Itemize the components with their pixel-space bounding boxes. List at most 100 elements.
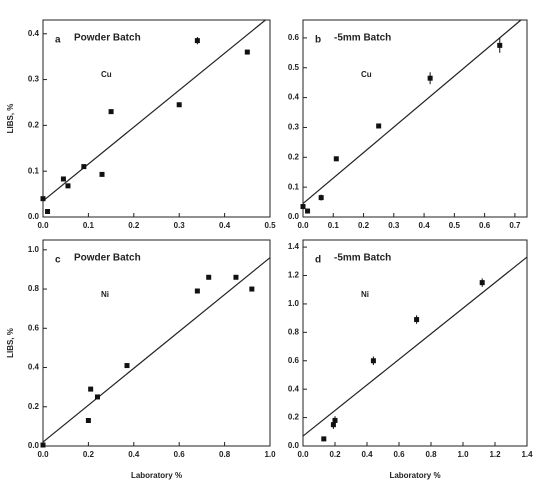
y-tick-label: 0.0: [28, 441, 40, 450]
y-tick-label: 1.4: [288, 242, 300, 251]
x-tick-label: 0.8: [425, 450, 437, 459]
y-tick-label: 0.6: [288, 356, 300, 365]
y-axis-label: LIBS, %: [6, 104, 15, 134]
data-point: [300, 204, 306, 210]
y-axis-label: LIBS, %: [6, 328, 15, 358]
x-tick-label: 0.0: [37, 450, 49, 459]
y-tick-label: 1.0: [288, 299, 300, 308]
y-tick-label: 0.4: [288, 384, 300, 393]
plot-frame: [42, 19, 271, 218]
x-tick-label: 0.6: [479, 221, 491, 230]
fit-line: [302, 19, 522, 205]
panel-title: Powder Batch: [74, 253, 141, 264]
y-tick-label: 1.2: [288, 271, 300, 280]
data-point: [94, 394, 100, 400]
element-label: Cu: [101, 70, 112, 79]
x-axis-label: Laboratory %: [389, 471, 440, 480]
x-tick-label: 0.6: [393, 450, 405, 459]
data-point: [194, 38, 200, 44]
y-tick-label: 0.2: [28, 120, 40, 129]
x-tick-label: 0.4: [219, 221, 231, 230]
data-point: [249, 286, 255, 292]
data-point: [305, 208, 311, 214]
x-tick-label: 0.2: [128, 221, 140, 230]
y-tick-label: 0.1: [28, 166, 40, 175]
data-point: [60, 176, 66, 182]
x-tick-label: 1.0: [264, 450, 276, 459]
y-tick-label: 0.4: [28, 29, 40, 38]
x-tick-label: 0.3: [174, 221, 186, 230]
data-point: [85, 417, 91, 423]
data-point: [40, 196, 46, 202]
x-axis-label: Laboratory %: [131, 471, 182, 480]
data-point: [370, 358, 376, 364]
y-tick-label: 0.8: [288, 327, 300, 336]
plot-frame: [302, 239, 528, 447]
data-point: [65, 183, 71, 189]
x-tick-label: 0.2: [358, 221, 370, 230]
x-tick-label: 0.2: [329, 450, 341, 459]
x-tick-label: 0.7: [509, 221, 521, 230]
data-point: [176, 102, 182, 108]
x-tick-label: 1.0: [457, 450, 469, 459]
panel-label: d: [315, 255, 321, 266]
x-tick-label: 0.1: [83, 221, 95, 230]
fit-line: [302, 256, 528, 437]
data-point: [99, 171, 105, 177]
data-point: [333, 156, 339, 162]
plot-frame: [42, 239, 271, 447]
y-tick-label: 0.1: [288, 182, 300, 191]
data-point: [376, 123, 382, 129]
x-tick-label: 0.5: [264, 221, 276, 230]
x-tick-label: 0.2: [83, 450, 95, 459]
x-tick-label: 0.0: [297, 450, 309, 459]
y-tick-label: 0.0: [288, 212, 300, 221]
data-point: [479, 280, 485, 286]
x-tick-label: 1.2: [489, 450, 501, 459]
element-label: Ni: [101, 290, 109, 299]
data-point: [244, 49, 250, 55]
y-tick-label: 0.4: [28, 363, 40, 372]
panel-label: a: [55, 35, 61, 46]
data-point: [108, 109, 114, 115]
data-point: [332, 417, 338, 423]
fit-line: [42, 19, 266, 202]
x-tick-label: 0.4: [419, 221, 431, 230]
y-tick-label: 0.0: [28, 212, 40, 221]
panel-label: b: [315, 35, 321, 46]
x-tick-label: 0.4: [361, 450, 373, 459]
x-tick-label: 1.4: [521, 450, 533, 459]
x-tick-label: 0.4: [128, 450, 140, 459]
element-label: Cu: [361, 70, 372, 79]
x-tick-label: 0.0: [37, 221, 49, 230]
data-point: [194, 288, 200, 294]
y-tick-label: 0.6: [28, 323, 40, 332]
data-point: [414, 317, 420, 323]
data-point: [40, 442, 46, 448]
data-point: [88, 386, 94, 392]
y-tick-label: 0.2: [288, 413, 300, 422]
data-point: [45, 209, 51, 215]
data-point: [427, 75, 433, 81]
panel-title: -5mm Batch: [334, 33, 391, 44]
x-tick-label: 0.0: [297, 221, 309, 230]
panel-label: c: [55, 255, 61, 266]
x-tick-label: 0.6: [174, 450, 186, 459]
data-point: [124, 363, 130, 369]
y-tick-label: 0.0: [288, 441, 300, 450]
data-point: [81, 164, 87, 170]
y-tick-label: 0.4: [288, 93, 300, 102]
data-point: [321, 436, 327, 442]
x-tick-label: 0.5: [449, 221, 461, 230]
x-tick-label: 0.8: [219, 450, 231, 459]
data-point: [233, 274, 239, 280]
fit-line: [42, 257, 271, 443]
panel-title: Powder Batch: [74, 33, 141, 44]
y-tick-label: 0.2: [288, 152, 300, 161]
x-tick-label: 0.1: [328, 221, 340, 230]
y-tick-label: 0.6: [288, 33, 300, 42]
y-tick-label: 0.3: [288, 123, 300, 132]
data-point: [497, 42, 503, 48]
data-point: [318, 195, 324, 201]
